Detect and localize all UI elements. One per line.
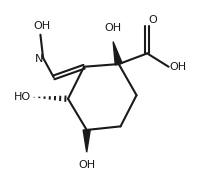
Text: OH: OH [169,62,187,72]
Text: HO: HO [14,92,31,102]
Text: N: N [35,54,44,64]
Text: OH: OH [33,21,50,31]
Polygon shape [113,42,122,65]
Text: O: O [148,15,157,25]
Text: OH: OH [104,23,121,33]
Text: OH: OH [78,160,95,170]
Polygon shape [83,130,90,152]
